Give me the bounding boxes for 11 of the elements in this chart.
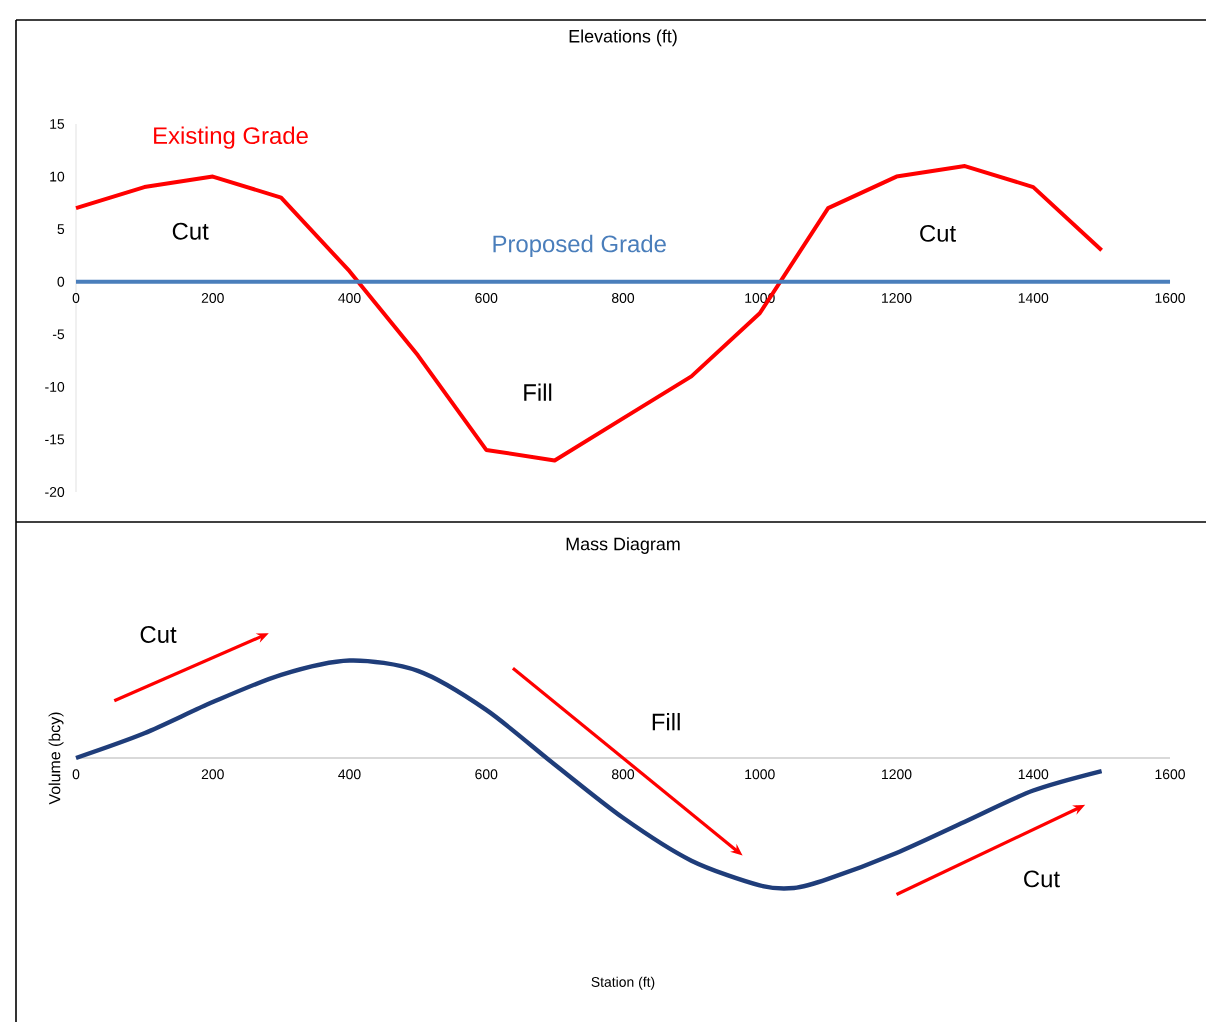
annotation: Cut	[1024, 870, 1060, 888]
annotation: Cut	[172, 222, 209, 240]
annotation: Fill	[652, 712, 680, 731]
series-label: Existing Grade	[154, 126, 308, 149]
chart-title: Mass Diagram	[566, 537, 680, 554]
series-label: Proposed Grade	[493, 234, 666, 258]
annotation: Cut	[920, 224, 956, 242]
line-series	[74, 164, 1104, 463]
annotation: Fill	[524, 383, 552, 401]
chart-title: Elevations (ft)	[569, 29, 677, 47]
text: Cut	[140, 626, 177, 643]
